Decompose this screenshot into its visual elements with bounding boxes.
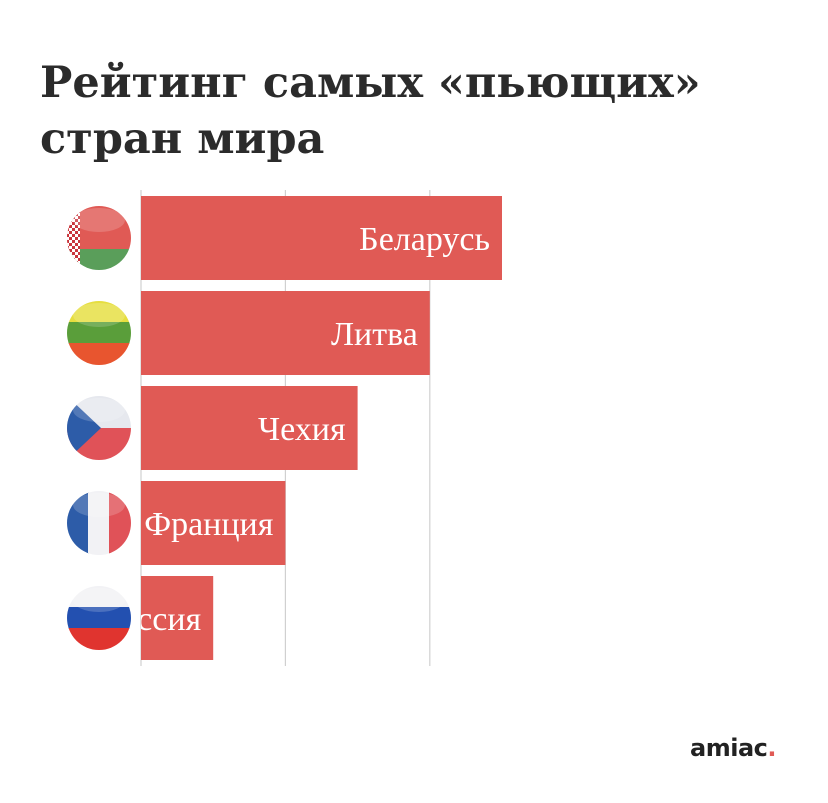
flag-shine — [73, 208, 125, 612]
bar-1 — [141, 196, 502, 280]
bar-label-4: Франция — [144, 506, 274, 543]
logo-text: amiac — [690, 734, 768, 762]
bar-3 — [141, 386, 358, 470]
bar-chart: Беларусь Литва Чехия Франция Россия — [67, 190, 502, 666]
chart-title: Рейтинг самых «пьющих» стран мира — [40, 58, 701, 164]
bar-labels: Беларусь Литва Чехия Франция Россия — [101, 221, 490, 638]
logo-dot: . — [767, 734, 776, 762]
lithuania-flag-icon — [67, 301, 131, 365]
bar-label-2: Литва — [331, 316, 418, 353]
france-flag-icon — [67, 491, 131, 555]
bar-2 — [141, 291, 430, 375]
bars — [141, 196, 502, 660]
amiac-logo: amiac. — [690, 734, 776, 762]
bar-5 — [141, 576, 214, 660]
bar-4 — [141, 481, 286, 565]
bar-label-3: Чехия — [258, 411, 346, 448]
russia-flag-icon — [67, 586, 131, 650]
bar-label-5: Россия — [101, 601, 201, 638]
bar-label-1: Беларусь — [359, 221, 490, 258]
